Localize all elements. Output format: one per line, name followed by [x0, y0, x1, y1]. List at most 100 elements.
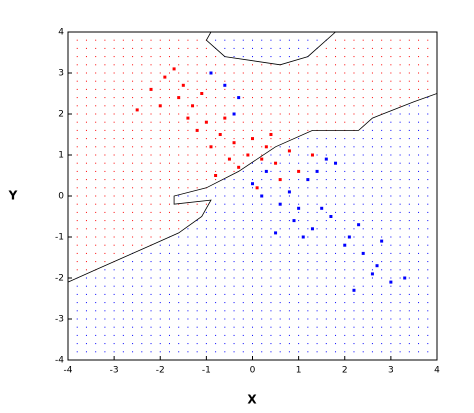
region-dot: [270, 285, 272, 287]
region-dot: [122, 56, 124, 58]
region-dot: [279, 121, 281, 123]
region-dot: [307, 261, 309, 263]
region-dot: [427, 39, 429, 41]
region-dot: [150, 318, 152, 320]
region-dot: [150, 195, 152, 197]
region-dot: [316, 80, 318, 82]
region-dot: [122, 228, 124, 230]
region-dot: [196, 138, 198, 140]
region-dot: [196, 293, 198, 295]
region-dot: [390, 56, 392, 58]
region-dot: [104, 64, 106, 66]
region-dot: [95, 285, 97, 287]
region-dot: [187, 351, 189, 353]
y-tick-label: -3: [55, 315, 64, 325]
region-dot: [307, 326, 309, 328]
region-dot: [362, 236, 364, 238]
region-dot: [224, 129, 226, 131]
region-dot: [344, 236, 346, 238]
region-dot: [261, 113, 263, 115]
region-dot: [270, 293, 272, 295]
region-dot: [353, 39, 355, 41]
region-dot: [242, 80, 244, 82]
region-dot: [132, 80, 134, 82]
point: [237, 165, 241, 169]
region-dot: [85, 72, 87, 74]
region-dot: [335, 220, 337, 222]
region-dot: [242, 56, 244, 58]
region-dot: [224, 220, 226, 222]
region-dot: [205, 179, 207, 181]
region-dot: [178, 269, 180, 271]
region-dot: [381, 72, 383, 74]
region-dot: [132, 56, 134, 58]
region-dot: [408, 351, 410, 353]
region-dot: [261, 129, 263, 131]
region-dot: [427, 195, 429, 197]
region-dot: [205, 211, 207, 213]
region-dot: [178, 129, 180, 131]
region-dot: [307, 47, 309, 49]
region-dot: [141, 129, 143, 131]
region-dot: [215, 326, 217, 328]
region-dot: [381, 121, 383, 123]
region-dot: [390, 64, 392, 66]
region-dot: [85, 195, 87, 197]
region-dot: [95, 56, 97, 58]
region-dot: [344, 97, 346, 99]
point: [237, 96, 241, 100]
region-dot: [344, 146, 346, 148]
region-dot: [224, 285, 226, 287]
region-dot: [270, 146, 272, 148]
region-dot: [215, 154, 217, 156]
region-dot: [132, 310, 134, 312]
region-dot: [224, 269, 226, 271]
region-dot: [390, 203, 392, 205]
region-dot: [335, 326, 337, 328]
region-dot: [178, 261, 180, 263]
region-dot: [233, 244, 235, 246]
point: [310, 227, 314, 231]
region-dot: [371, 269, 373, 271]
region-dot: [270, 187, 272, 189]
region-dot: [113, 244, 115, 246]
region-dot: [362, 146, 364, 148]
region-dot: [418, 203, 420, 205]
region-dot: [298, 179, 300, 181]
region-dot: [418, 277, 420, 279]
region-dot: [141, 211, 143, 213]
region-dot: [113, 47, 115, 49]
region-dot: [307, 334, 309, 336]
region-dot: [159, 334, 161, 336]
region-dot: [298, 211, 300, 213]
region-dot: [344, 285, 346, 287]
region-dot: [298, 105, 300, 107]
region-dot: [159, 80, 161, 82]
region-dot: [187, 326, 189, 328]
region-dot: [168, 187, 170, 189]
region-dot: [353, 170, 355, 172]
region-dot: [178, 154, 180, 156]
region-dot: [371, 129, 373, 131]
region-dot: [85, 64, 87, 66]
region-dot: [76, 64, 78, 66]
region-dot: [353, 302, 355, 304]
region-dot: [104, 203, 106, 205]
region-dot: [381, 203, 383, 205]
region-dot: [399, 179, 401, 181]
region-dot: [224, 39, 226, 41]
region-dot: [381, 162, 383, 164]
region-dot: [132, 244, 134, 246]
region-dot: [353, 326, 355, 328]
region-dot: [325, 47, 327, 49]
region-dot: [307, 154, 309, 156]
region-dot: [270, 277, 272, 279]
region-dot: [187, 121, 189, 123]
x-tick-label: 3: [388, 366, 394, 376]
region-dot: [362, 121, 364, 123]
region-dot: [307, 121, 309, 123]
region-dot: [399, 277, 401, 279]
region-dot: [122, 47, 124, 49]
region-dot: [113, 187, 115, 189]
region-dot: [168, 80, 170, 82]
